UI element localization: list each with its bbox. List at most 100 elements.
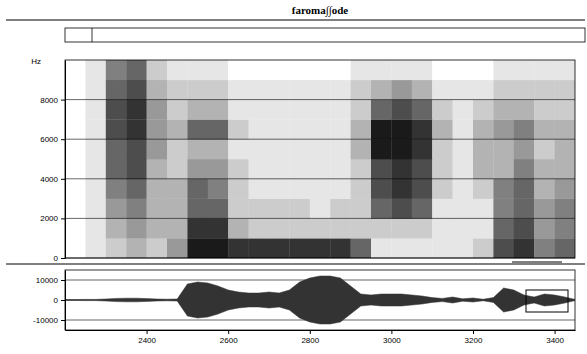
cell: [371, 159, 392, 179]
cell: [85, 139, 106, 159]
cell: [228, 100, 249, 120]
cell: [412, 80, 433, 100]
axis-line: [65, 271, 66, 331]
tick-mark: [61, 258, 65, 259]
plot-frame: [65, 60, 575, 258]
cell: [269, 179, 290, 199]
cell: [555, 218, 575, 238]
cell: [187, 199, 208, 219]
cell: [289, 139, 310, 159]
cell: [208, 159, 229, 179]
cell: [126, 100, 147, 120]
cell: [289, 100, 310, 120]
cell: [493, 199, 514, 219]
cell: [85, 179, 106, 199]
header-row: [65, 28, 585, 42]
cell: [371, 238, 392, 258]
cell: [147, 80, 168, 100]
cell: [453, 80, 474, 100]
title: faroma∫∫ode: [292, 4, 349, 17]
cell: [412, 139, 433, 159]
cell: [473, 100, 494, 120]
tick: 10000: [36, 276, 65, 285]
cell: [351, 60, 372, 80]
cell: [126, 60, 147, 80]
cell: [391, 100, 412, 120]
cell: [351, 139, 372, 159]
cell: [391, 139, 412, 159]
cell: [228, 119, 249, 139]
tick: 3400: [546, 330, 564, 345]
cell: [106, 218, 127, 238]
cell: [65, 80, 86, 100]
tick: 0: [54, 254, 65, 263]
tick: 2000: [40, 214, 65, 223]
cell: [126, 159, 147, 179]
cell: [187, 60, 208, 80]
cell: [208, 179, 229, 199]
cell: [187, 100, 208, 120]
cell: [187, 238, 208, 258]
cell: [208, 139, 229, 159]
cell: [106, 238, 127, 258]
cell: [187, 119, 208, 139]
cell: [167, 238, 188, 258]
cell: [167, 60, 188, 80]
cell: [391, 80, 412, 100]
tick-mark: [473, 330, 474, 334]
cell: [330, 238, 351, 258]
frame-line: [6, 20, 585, 21]
cell: [208, 80, 229, 100]
cell: [473, 159, 494, 179]
cell: [65, 199, 86, 219]
cell: [351, 179, 372, 199]
tick-mark: [61, 179, 65, 180]
cell: [269, 159, 290, 179]
cell: [147, 60, 168, 80]
cell: [534, 139, 555, 159]
cell: [555, 139, 575, 159]
cell: [228, 60, 249, 80]
cell: [289, 179, 310, 199]
cell: [432, 159, 453, 179]
tick-mark: [61, 100, 65, 101]
cell: [228, 80, 249, 100]
cell: [65, 179, 86, 199]
cell: [473, 119, 494, 139]
cell: [534, 238, 555, 258]
panel-separator: [6, 264, 585, 265]
cell: [330, 159, 351, 179]
cell: [351, 80, 372, 100]
cell: [351, 100, 372, 120]
cell: [371, 139, 392, 159]
cell: [330, 100, 351, 120]
cell: [351, 199, 372, 219]
cell: [453, 218, 474, 238]
cell: [555, 100, 575, 120]
cell: [412, 179, 433, 199]
cell: [371, 100, 392, 120]
cell: [85, 159, 106, 179]
cell: [249, 199, 270, 219]
cell: [228, 179, 249, 199]
cell: [269, 238, 290, 258]
tick-mark: [61, 218, 65, 219]
cell: [249, 119, 270, 139]
cell: [310, 60, 331, 80]
cell: [432, 60, 453, 80]
cell: [555, 199, 575, 219]
cell: [391, 179, 412, 199]
cell: [65, 238, 86, 258]
cell: [65, 119, 86, 139]
cell: [432, 199, 453, 219]
cell: [65, 60, 86, 80]
cell: [167, 139, 188, 159]
cell: [412, 100, 433, 120]
tick: 0: [54, 296, 65, 305]
tick: 3000: [383, 330, 401, 345]
cell: [106, 199, 127, 219]
tick-mark: [147, 330, 148, 334]
cell: [208, 238, 229, 258]
tick-mark: [61, 320, 65, 321]
cell: [412, 159, 433, 179]
